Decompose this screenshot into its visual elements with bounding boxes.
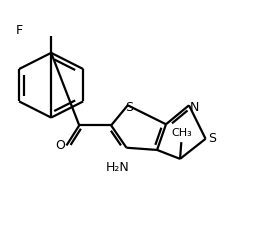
Text: N: N: [189, 101, 199, 113]
Text: S: S: [208, 132, 216, 144]
Text: H₂N: H₂N: [106, 160, 130, 173]
Text: O: O: [55, 138, 65, 151]
Text: F: F: [16, 24, 23, 37]
Text: CH₃: CH₃: [171, 127, 192, 137]
Text: S: S: [125, 101, 133, 113]
